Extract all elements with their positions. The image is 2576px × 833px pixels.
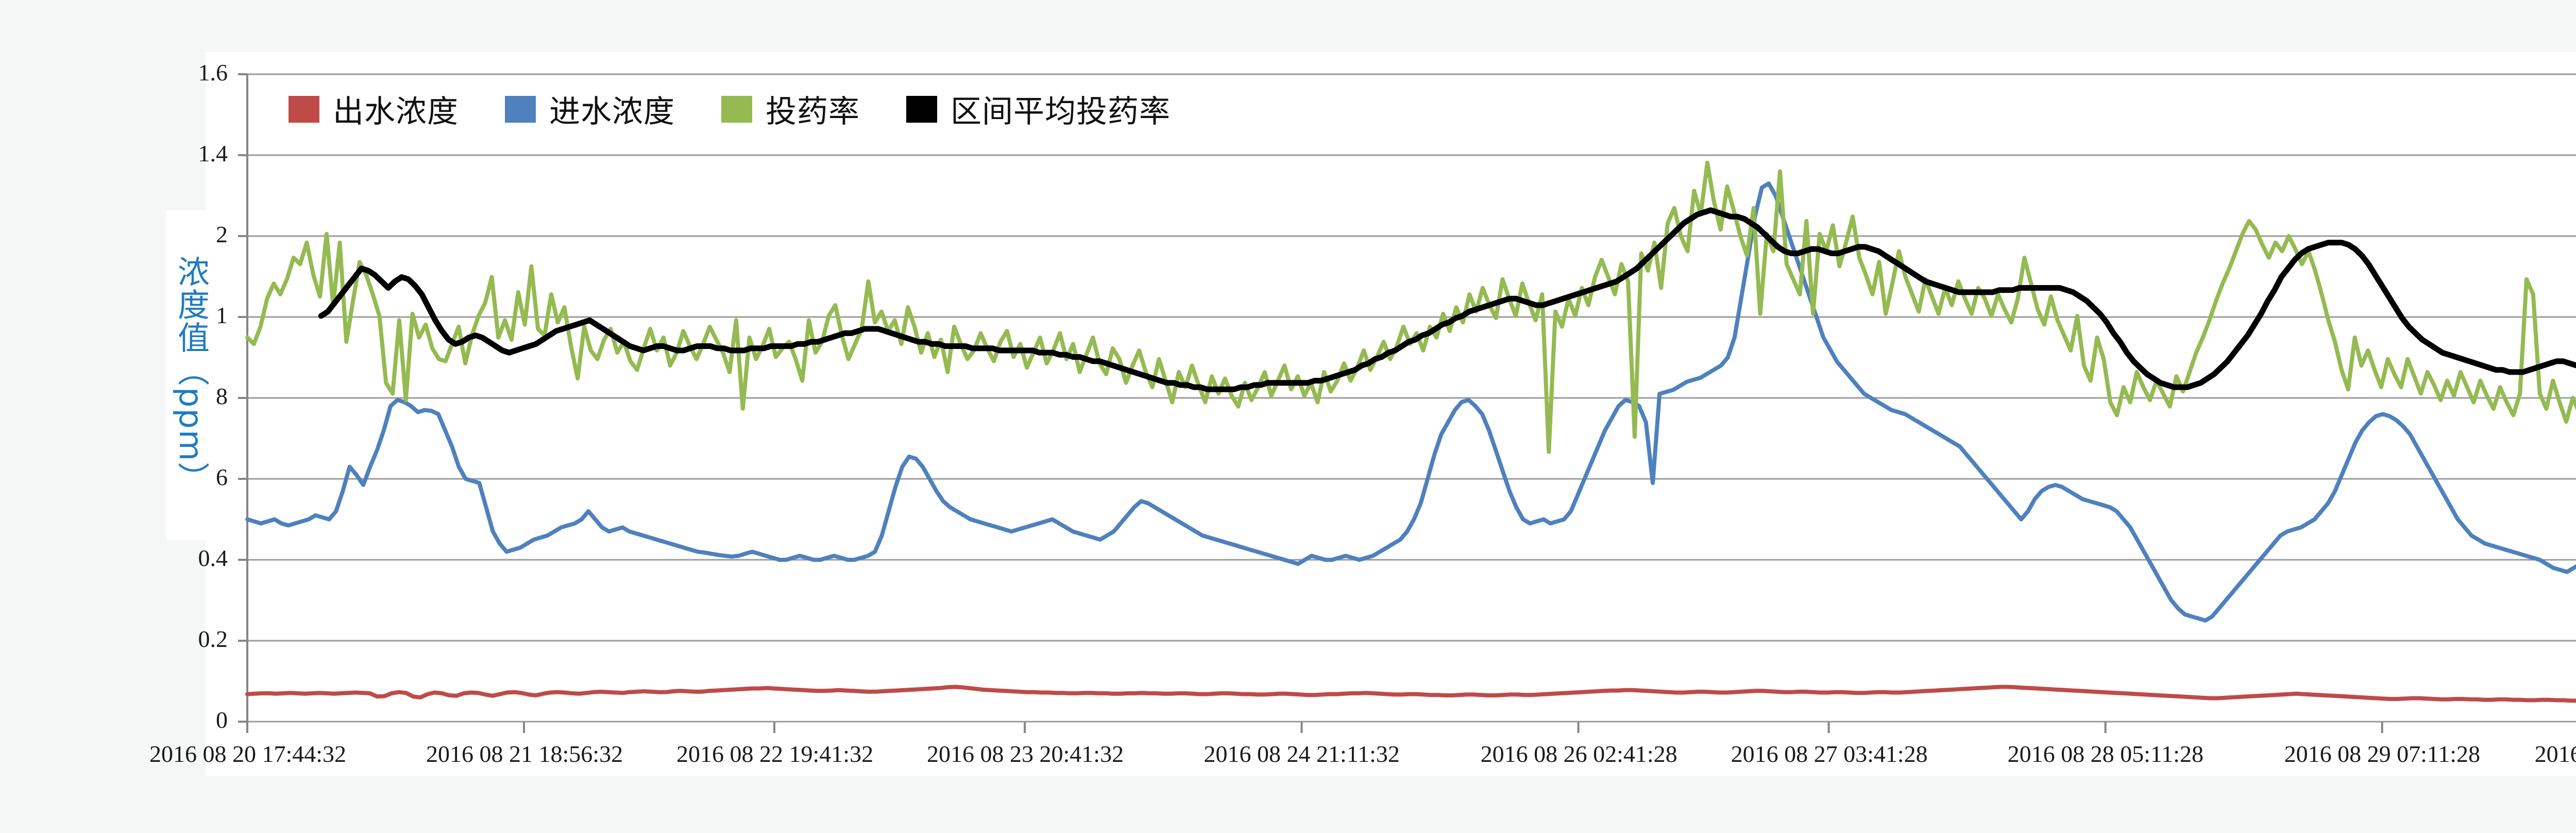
- y-axis-left-tick-label: 0.4: [198, 545, 228, 571]
- legend-item-influent[interactable]: 进水浓度: [505, 87, 675, 131]
- x-axis-tick-label: 2016 08 21 18:56:32: [426, 741, 623, 767]
- y-axis-left-title: 浓度值（ppm）: [166, 210, 215, 540]
- y-axis-left-tick-label: 1.4: [198, 140, 228, 166]
- x-axis-tick-label: 2016 08 27 03:41:28: [1731, 741, 1928, 767]
- x-axis-tick-label: 2016 08 24 21:11:32: [1204, 741, 1400, 767]
- y-axis-left-tick-label: 1: [216, 302, 228, 328]
- legend-label-dose-rate: 投药率: [766, 94, 860, 130]
- x-axis-tick-label: 2016 08 26 02:41:28: [1480, 741, 1677, 767]
- y-axis-left-title-text: 浓度值（ppm）: [172, 255, 210, 495]
- legend-swatch-effluent: [289, 95, 319, 123]
- legend-label-influent: 进水浓度: [549, 94, 675, 130]
- legend-item-avg-dose-rate[interactable]: 区间平均投药率: [906, 87, 1171, 131]
- legend-swatch-avg-dose-rate: [906, 95, 937, 123]
- x-axis-tick-label: 2016 08 23 20:41:32: [927, 741, 1124, 767]
- x-axis-tick-label: 2016 08 29 07:11:28: [2284, 741, 2480, 767]
- x-axis-tick-label: 2016 08 28 05:11:28: [2007, 741, 2204, 767]
- legend-label-avg-dose-rate: 区间平均投药率: [951, 94, 1171, 130]
- legend-item-dose-rate[interactable]: 投药率: [721, 87, 860, 131]
- y-axis-left-tick-label: 1.6: [198, 59, 228, 86]
- legend-swatch-influent: [505, 95, 536, 123]
- chart-legend: 出水浓度 进水浓度 投药率 区间平均投药率: [289, 87, 1217, 131]
- series-line-2: [245, 181, 2576, 623]
- series-line-4: [318, 207, 2576, 392]
- y-axis-left-tick-label: 0.2: [198, 626, 228, 652]
- series-line-3: [245, 160, 2576, 454]
- x-axis-tick-label: 2016 08 20 17:44:32: [149, 741, 347, 767]
- legend-label-effluent: 出水浓度: [333, 94, 459, 130]
- y-axis-left-tick-label: 0: [216, 707, 228, 733]
- legend-swatch-dose-rate: [721, 95, 752, 123]
- legend-item-effluent[interactable]: 出水浓度: [289, 87, 459, 131]
- chart-card: [206, 52, 2576, 776]
- series-line-1: [245, 685, 2576, 703]
- x-axis-tick-label: 2016 08 30 07:41:28: [2534, 741, 2576, 767]
- timeseries-plot: [238, 73, 2576, 733]
- x-axis-tick-label: 2016 08 22 19:41:32: [676, 741, 874, 767]
